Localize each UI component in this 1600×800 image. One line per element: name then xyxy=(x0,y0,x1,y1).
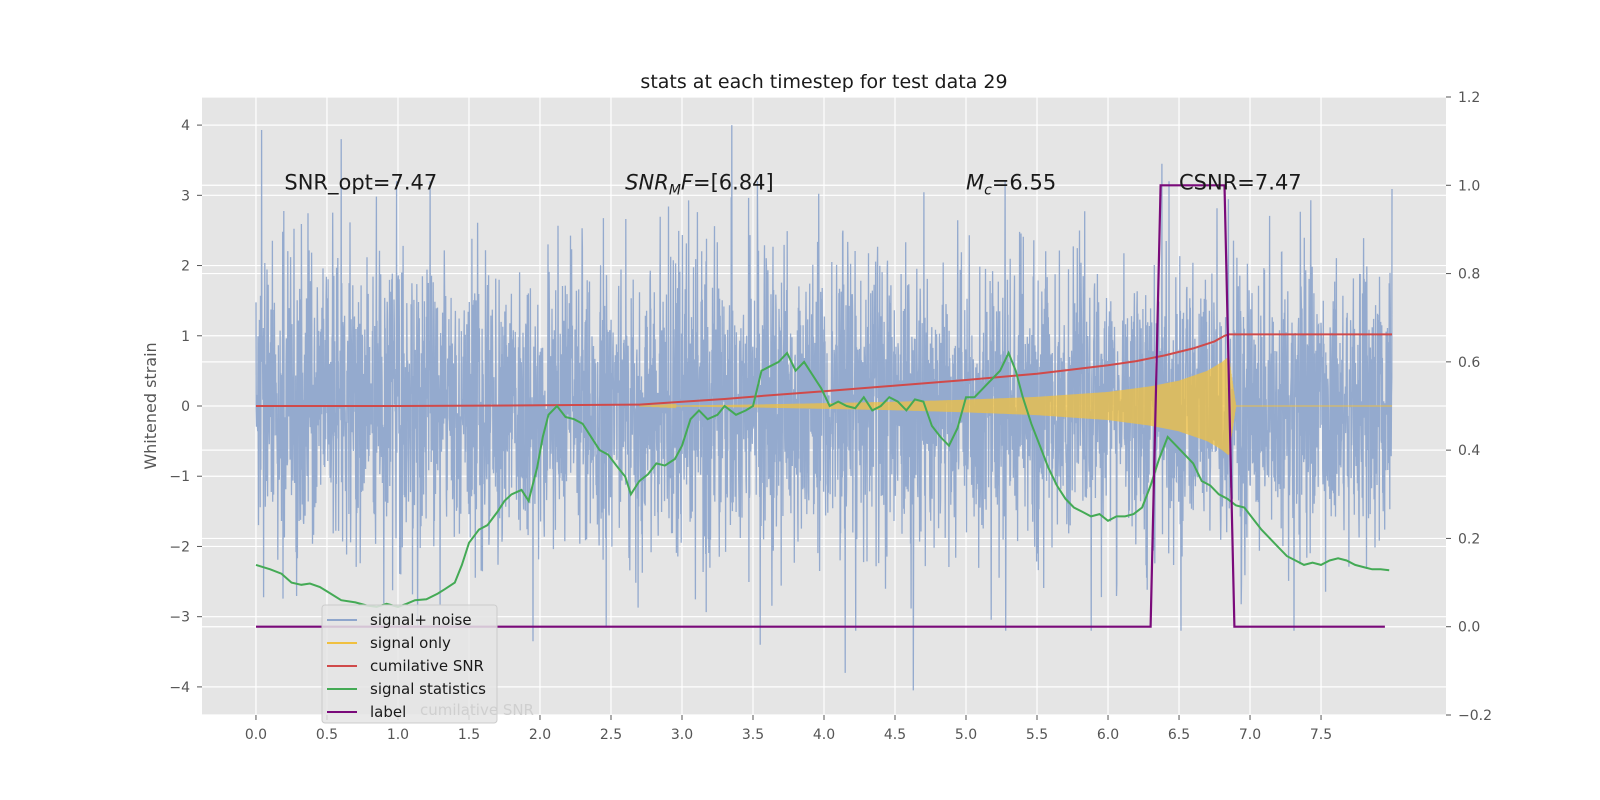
x-tick-label: 6.5 xyxy=(1168,727,1190,743)
x-tick-label: 2.0 xyxy=(529,727,551,743)
y2-tick-label: −0.2 xyxy=(1458,708,1492,724)
series-cumulative-snr xyxy=(256,333,1392,407)
legend-label: signal only xyxy=(370,634,451,652)
y2-tick-label: 0.2 xyxy=(1458,531,1480,547)
annotation-3: CSNR=7.47 xyxy=(1179,170,1302,194)
y-tick-label: 2 xyxy=(181,259,190,275)
y-tick-label: 1 xyxy=(181,329,190,345)
x-tick-label: 3.5 xyxy=(742,727,764,743)
annotations: SNR_opt=7.47 SNRMF=[6.84] Mc=6.55 CSNR=7.47 xyxy=(284,170,1301,198)
y-tick-label: −4 xyxy=(169,680,190,696)
legend-box xyxy=(321,604,498,724)
x-tick-label: 4.0 xyxy=(813,727,835,743)
series-layer xyxy=(255,125,1393,691)
annotation-0: SNR_opt=7.47 xyxy=(284,170,437,195)
y2-tick-label: 0.6 xyxy=(1458,355,1480,371)
y2-tick-label: 1.2 xyxy=(1458,90,1480,106)
annotation-1: SNRMF=[6.84] xyxy=(625,170,774,198)
x-tick-label: 3.0 xyxy=(671,727,693,743)
x-tick-label: 4.5 xyxy=(884,727,906,743)
y2-tick-label: 0.0 xyxy=(1458,620,1480,636)
legend-label: signal statistics xyxy=(370,680,486,698)
x-tick-label: 1.5 xyxy=(458,727,480,743)
series-signal-only xyxy=(639,356,1392,455)
x-tick-label: 6.0 xyxy=(1097,727,1119,743)
x-tick-label: 5.5 xyxy=(1026,727,1048,743)
y2-tick-label: 1.0 xyxy=(1458,178,1480,194)
x-tick-label: 2.5 xyxy=(600,727,622,743)
legend-label: label xyxy=(370,703,406,721)
y-tick-label: 0 xyxy=(181,399,190,415)
legend: cumilative SNR signal+ noise signal only cu… xyxy=(321,604,534,724)
legend-label: signal+ noise xyxy=(370,611,472,629)
series-label xyxy=(256,184,1385,628)
x-tick-label: 5.0 xyxy=(955,727,977,743)
x-tick-label: 7.0 xyxy=(1239,727,1261,743)
ticks: 0.0 0.5 1.0 1.5 2.0 2.5 3.0 3.5 4.0 4.5 5.0 5.5 6.0 6… xyxy=(169,90,1492,743)
x-tick-label: 0.0 xyxy=(245,727,267,743)
annotation-2: Mc=6.55 xyxy=(966,170,1056,198)
y-tick-label: −2 xyxy=(169,539,190,555)
x-tick-label: 1.0 xyxy=(387,727,409,743)
y-tick-label: 4 xyxy=(181,118,190,134)
x-tick-label: 0.5 xyxy=(316,727,338,743)
x-tick-label: 7.5 xyxy=(1310,727,1332,743)
legend-label: cumilative SNR xyxy=(370,657,484,675)
y2-tick-label: 0.4 xyxy=(1458,443,1480,459)
chart-title: stats at each timestep for test data 29 xyxy=(640,71,1007,93)
y-tick-label: −3 xyxy=(169,610,190,626)
y-tick-label: −1 xyxy=(169,469,190,485)
y-tick-label: 3 xyxy=(181,188,190,204)
y-axis-label: Whitened strain xyxy=(141,342,160,469)
legend-shadow-text: cumilative SNR xyxy=(420,701,534,719)
series-signal-statistics xyxy=(255,350,1390,608)
y2-tick-label: 0.8 xyxy=(1458,267,1480,283)
